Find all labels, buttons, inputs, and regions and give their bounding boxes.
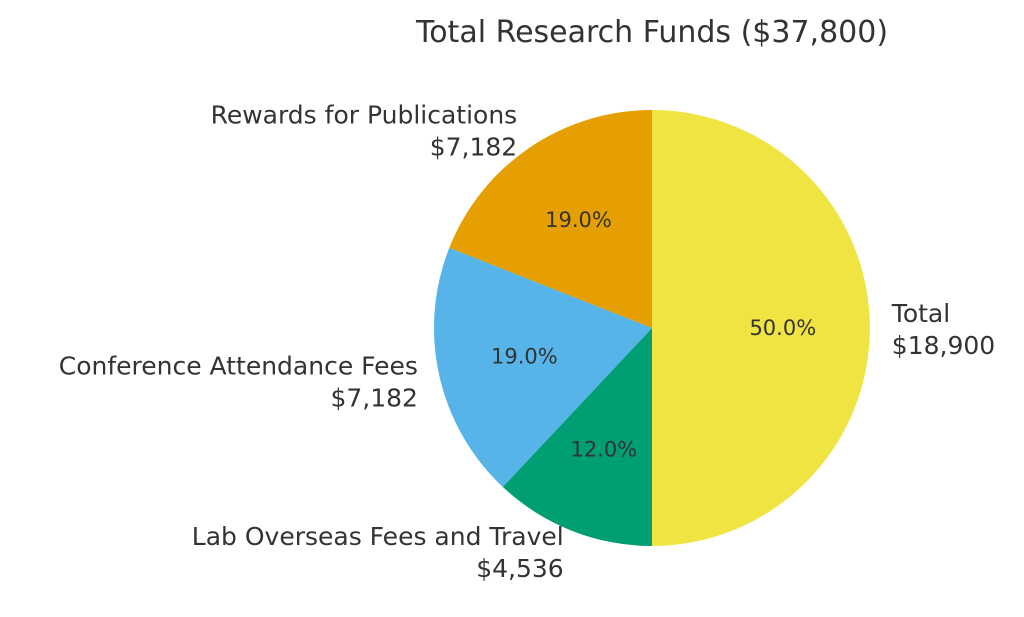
slice-label: Conference Attendance Fees $7,182 [59,351,418,412]
slice-amount: $7,182 [330,383,417,412]
slice-category: Lab Overseas Fees and Travel [192,522,564,551]
slice-label: Total $18,900 [891,299,995,360]
pie-slice-1 [502,328,652,546]
slice-label: Rewards for Publications $7,182 [211,101,518,162]
pie-slice-0 [652,110,870,546]
slice-percent-label: 50.0% [749,316,816,340]
slice-amount: $7,182 [430,133,517,162]
slice-category: Rewards for Publications [211,101,518,130]
slice-label: Lab Overseas Fees and Travel $4,536 [192,522,564,583]
slice-amount: $4,536 [476,554,563,583]
slice-category: Total [891,299,950,328]
slice-percent-label: 19.0% [545,208,612,232]
chart-title: Total Research Funds ($37,800) [415,15,888,50]
slice-percent-label: 19.0% [491,345,558,369]
pie-slice-2 [434,247,652,487]
pie-slice-3 [449,110,652,328]
slice-amount: $18,900 [892,331,995,360]
slice-category: Conference Attendance Fees [59,351,418,380]
slice-percent-label: 12.0% [570,438,637,462]
